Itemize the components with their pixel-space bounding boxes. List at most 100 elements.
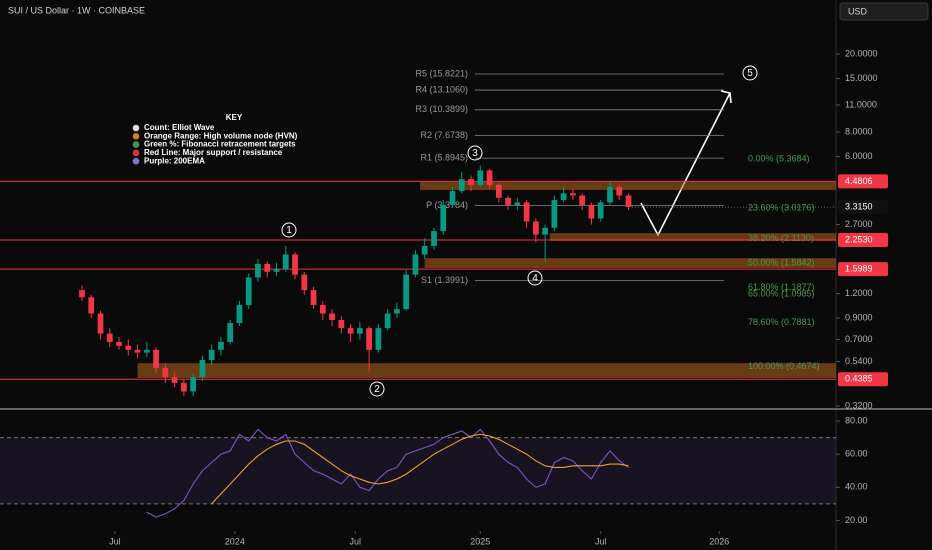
candle-body bbox=[551, 200, 558, 228]
candle-body bbox=[514, 202, 521, 205]
wave-circle bbox=[281, 222, 297, 238]
wave-circle bbox=[527, 270, 543, 286]
hvn-zone bbox=[424, 258, 836, 269]
candle-body bbox=[597, 202, 604, 219]
rsi-y-tick-label: 60.00 bbox=[845, 449, 868, 459]
wave-circle bbox=[467, 145, 483, 161]
chart-title: SUI / US Dollar · 1W · COINBASE bbox=[8, 5, 145, 15]
wave-label: 2 bbox=[374, 384, 380, 395]
candle-body bbox=[486, 170, 493, 185]
candle-body bbox=[310, 290, 317, 305]
rsi-line bbox=[146, 428, 629, 518]
candle-body bbox=[208, 349, 215, 361]
candle-body bbox=[366, 328, 373, 350]
wave-label: 3 bbox=[472, 148, 478, 159]
candle-body bbox=[88, 297, 95, 314]
candle-body bbox=[468, 179, 474, 185]
x-tick-label: 2025 bbox=[470, 536, 490, 546]
candle-body bbox=[523, 202, 530, 222]
key-item: Red Line: Major support / resistance bbox=[144, 148, 283, 157]
last-price-badge bbox=[838, 200, 888, 215]
fib-label: 50.00% (1.5842) bbox=[748, 257, 815, 267]
price-badge-label: 2.2530 bbox=[845, 234, 873, 244]
key-item: Purple: 200EMA bbox=[144, 156, 205, 165]
y-tick-label: 0.9000 bbox=[845, 312, 873, 322]
key-item: Orange Range: High volume node (HVN) bbox=[144, 131, 298, 140]
x-tick-label: Jul bbox=[109, 536, 121, 546]
price-badge bbox=[838, 174, 888, 189]
key-dot bbox=[132, 157, 140, 165]
candle-body bbox=[375, 328, 382, 350]
candle-body bbox=[440, 204, 447, 232]
wave-label: 5 bbox=[747, 68, 753, 79]
candle-body bbox=[319, 304, 326, 314]
fib-label: 23.60% (3.0176) bbox=[748, 202, 815, 212]
candle-body bbox=[458, 179, 465, 192]
y-tick-label: 15.0000 bbox=[845, 73, 878, 83]
hvn-zone bbox=[420, 182, 836, 191]
candle-body bbox=[116, 341, 122, 346]
candle-body bbox=[403, 274, 410, 310]
price-badge bbox=[838, 372, 888, 387]
candle-body bbox=[588, 204, 595, 219]
currency-button[interactable] bbox=[839, 2, 929, 21]
candle-body bbox=[236, 304, 243, 323]
candle-body bbox=[579, 195, 586, 205]
x-tick-label: 2026 bbox=[709, 536, 729, 546]
candle-body bbox=[153, 349, 159, 369]
candle-body bbox=[560, 193, 567, 201]
rsi-y-tick-label: 40.00 bbox=[845, 482, 868, 492]
pivot-label: P (3.3784) bbox=[426, 200, 468, 210]
hvn-zone bbox=[549, 233, 836, 241]
candle-body bbox=[495, 184, 502, 198]
rsi-y-tick-label: 20.00 bbox=[845, 515, 868, 525]
candle-body bbox=[292, 254, 298, 275]
candle-body bbox=[143, 349, 150, 353]
rsi-band bbox=[0, 437, 836, 504]
pivot-label: R5 (15.8221) bbox=[415, 68, 468, 78]
candle-body bbox=[505, 197, 511, 205]
rsi-ma-line bbox=[211, 433, 629, 505]
y-tick-label: 11.0000 bbox=[845, 99, 877, 109]
key-title: KEY bbox=[226, 113, 243, 122]
candle-body bbox=[357, 328, 363, 334]
fib-label: 65.00% (1.0985) bbox=[748, 288, 815, 298]
candle-body bbox=[412, 254, 419, 275]
candle-body bbox=[162, 368, 169, 378]
price-badge bbox=[838, 262, 888, 277]
wave-circle bbox=[742, 65, 758, 81]
x-tick-label: Jul bbox=[349, 536, 361, 546]
candle-body bbox=[533, 221, 539, 235]
y-tick-label: 6.0000 bbox=[845, 151, 873, 161]
pivot-label: R4 (13.1060) bbox=[415, 84, 468, 94]
candle-body bbox=[338, 319, 345, 329]
pivot-label: R1 (5.8945) bbox=[420, 152, 468, 162]
pivot-label: R2 (7.6738) bbox=[420, 130, 468, 140]
fib-label: 78.60% (0.7881) bbox=[748, 317, 815, 327]
fib-label: 0.00% (5.3684) bbox=[748, 153, 810, 163]
candle-body bbox=[607, 186, 613, 203]
key-dot bbox=[132, 149, 140, 157]
price-badge-label: 0.4385 bbox=[845, 374, 873, 384]
candle-body bbox=[570, 193, 576, 196]
candle-body bbox=[134, 349, 141, 353]
fib-label: 38.20% (2.1130) bbox=[748, 233, 814, 243]
candle-body bbox=[625, 195, 632, 207]
y-tick-label: 0.5400 bbox=[845, 356, 873, 366]
candle-body bbox=[245, 277, 252, 305]
currency-label[interactable]: USD bbox=[848, 6, 868, 16]
pivot-label: S1 (1.3991) bbox=[421, 275, 468, 285]
hvn-zone bbox=[137, 363, 837, 379]
price-badge bbox=[838, 232, 888, 247]
wave-label: 4 bbox=[532, 273, 538, 284]
candle-body bbox=[542, 227, 549, 235]
candle-body bbox=[97, 313, 104, 334]
candle-body bbox=[190, 377, 197, 392]
candle-body bbox=[218, 341, 224, 350]
y-tick-label: 0.3200 bbox=[845, 400, 873, 410]
candle-body bbox=[329, 313, 335, 320]
candle-body bbox=[79, 290, 85, 298]
